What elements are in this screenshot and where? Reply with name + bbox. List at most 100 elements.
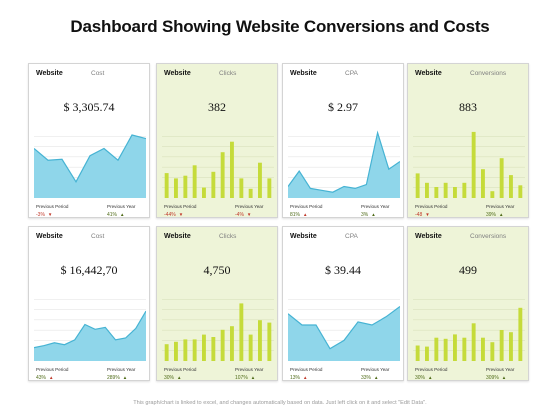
bar	[164, 173, 169, 198]
metric-card[interactable]: Website Cost $ 16,442,70 Previous Period Pre…	[28, 226, 150, 381]
bar	[415, 173, 420, 198]
card-metric-label: Conversions	[470, 70, 507, 77]
change-year: 3% ▲	[361, 212, 376, 218]
mini-chart-bar	[162, 298, 274, 361]
bar	[499, 330, 504, 361]
bar	[453, 187, 457, 198]
change-period-value: -3%	[36, 212, 45, 218]
bar	[267, 322, 272, 361]
change-period: 81% ▲	[290, 212, 307, 218]
bar	[220, 329, 225, 361]
change-year: 107% ▲	[235, 375, 255, 381]
card-value: 883	[459, 100, 477, 114]
bar	[509, 175, 513, 198]
bar	[202, 334, 206, 361]
bar	[443, 338, 448, 361]
card-title: Website	[290, 70, 317, 77]
previous-year-label: Previous Year	[361, 367, 390, 372]
previous-period-label: Previous Period	[290, 204, 323, 209]
bar	[434, 337, 439, 361]
arrow-up-icon: ▲	[303, 375, 308, 380]
card-value: $ 16,442,70	[60, 263, 118, 277]
mini-chart-area	[288, 130, 400, 198]
bar	[239, 303, 244, 361]
arrow-up-icon: ▲	[250, 375, 256, 380]
change-period-value: 30%	[164, 375, 175, 381]
card-metric-label: CPA	[345, 233, 358, 240]
bar	[434, 187, 439, 198]
previous-year-label: Previous Year	[107, 204, 136, 209]
card-value: $ 2.97	[328, 100, 358, 114]
change-year-value: 41%	[107, 212, 118, 218]
arrow-up-icon: ▲	[122, 375, 128, 380]
bar	[211, 171, 216, 198]
bar	[174, 178, 178, 198]
previous-period-label: Previous Period	[164, 204, 197, 209]
card-title: Website	[164, 233, 191, 240]
arrow-up-icon: ▲	[303, 212, 308, 217]
change-year-value: 3%	[361, 212, 369, 218]
bar	[230, 141, 234, 198]
card-title: Website	[290, 233, 317, 240]
arrow-up-icon: ▲	[177, 375, 182, 380]
bar	[248, 334, 253, 361]
change-period: 30% ▲	[164, 375, 181, 381]
metric-card[interactable]: Website Clicks 4,750 Previous Period Previou…	[156, 226, 278, 381]
arrow-down-icon: ▼	[47, 212, 53, 217]
bar	[248, 188, 253, 198]
previous-period-label: Previous Period	[290, 367, 323, 372]
arrow-up-icon: ▲	[499, 212, 504, 217]
mini-chart-area	[34, 298, 146, 361]
card-value: 382	[208, 100, 226, 114]
arrow-down-icon: ▼	[246, 212, 252, 217]
previous-year-label: Previous Year	[235, 204, 264, 209]
metric-card[interactable]: Website Conversions 499 Previous Period Prev…	[407, 226, 529, 381]
metric-card[interactable]: Website Cost $ 3,305.74 Previous Period Prev…	[28, 63, 150, 218]
change-year: 289% ▲	[107, 375, 127, 381]
change-period-value: -48	[415, 212, 423, 218]
area-series	[288, 132, 400, 198]
bar	[453, 334, 457, 361]
change-year-value: -4%	[235, 212, 244, 218]
bar	[425, 182, 429, 198]
mini-chart-area	[288, 298, 400, 361]
bar	[258, 320, 262, 361]
previous-year-label: Previous Year	[486, 204, 515, 209]
change-period-value: 13%	[290, 375, 301, 381]
metric-card[interactable]: Website CPA $ 39.44 Previous Period Previous…	[282, 226, 404, 381]
card-metric-label: CPA	[345, 70, 358, 77]
metric-card[interactable]: Website Clicks 382 Previous Period Previous …	[156, 63, 278, 218]
metric-card[interactable]: Website Conversions 883 Previous Period Prev…	[407, 63, 529, 218]
area-series	[34, 311, 146, 361]
previous-period-label: Previous Period	[415, 204, 448, 209]
change-year-value: 309%	[486, 375, 499, 381]
bar	[415, 345, 420, 361]
change-period-value: 43%	[36, 375, 47, 381]
card-value: $ 3,305.74	[63, 100, 115, 114]
arrow-down-icon: ▼	[425, 212, 430, 217]
previous-period-label: Previous Period	[36, 367, 69, 372]
series-line	[34, 134, 146, 183]
area-series	[34, 135, 146, 198]
page-title: Dashboard Showing Website Conversions an…	[70, 17, 490, 36]
series-line	[288, 130, 400, 193]
bar	[211, 337, 216, 361]
change-year-value: 33%	[361, 375, 372, 381]
bar	[471, 131, 476, 198]
bar	[509, 332, 513, 361]
card-title: Website	[164, 70, 191, 77]
card-metric-label: Clicks	[219, 70, 237, 77]
mini-chart-bar	[413, 131, 525, 198]
metric-card[interactable]: Website CPA $ 2.97 Previous Period Previous …	[282, 63, 404, 218]
card-title: Website	[36, 70, 63, 77]
bar	[462, 182, 467, 198]
bar	[202, 187, 206, 198]
bar	[518, 307, 523, 361]
card-metric-label: Cost	[91, 70, 105, 77]
arrow-up-icon: ▲	[49, 375, 54, 380]
bar	[462, 337, 467, 361]
arrow-up-icon: ▲	[428, 375, 433, 380]
bar	[518, 185, 523, 198]
bar	[164, 344, 169, 361]
card-metric-label: Cost	[91, 233, 105, 240]
